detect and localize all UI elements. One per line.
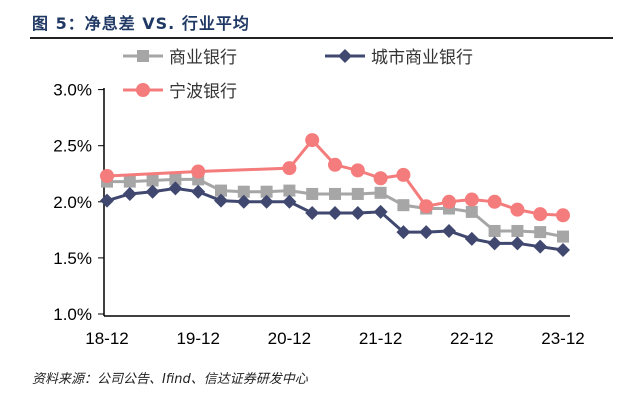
data-point (419, 199, 434, 214)
data-point (442, 194, 456, 209)
data-point (556, 208, 570, 223)
data-point (419, 225, 434, 240)
data-point (487, 194, 502, 209)
y-tick-label: 2.0% (53, 193, 92, 212)
data-point (328, 157, 342, 172)
y-tick-label: 2.5% (53, 137, 92, 156)
data-point (146, 174, 159, 187)
data-point (191, 164, 206, 179)
data-point (534, 226, 547, 239)
x-tick-label: 22-12 (450, 329, 493, 348)
data-point (282, 161, 297, 176)
data-point (510, 236, 525, 251)
source-note: 资料来源：公司公告、Ifind、信达证券研发中心 (32, 372, 308, 387)
data-point (396, 225, 411, 240)
data-point (373, 171, 388, 186)
data-point (236, 194, 251, 209)
data-point (122, 186, 137, 201)
data-point (168, 181, 183, 196)
legend-marker (137, 50, 149, 62)
data-point (533, 239, 548, 254)
x-tick-label: 21-12 (359, 329, 402, 348)
data-point (305, 206, 320, 221)
data-point (237, 185, 250, 198)
data-point (373, 204, 388, 219)
data-point (328, 206, 342, 221)
data-point (533, 207, 548, 222)
data-point (123, 175, 136, 188)
legend-label: 城市商业银行 (371, 48, 473, 68)
data-point (214, 193, 228, 208)
legend-label: 宁波银行 (169, 82, 237, 102)
x-tick-label: 23-12 (541, 329, 584, 348)
data-point (442, 223, 456, 238)
x-tick-label: 20-12 (268, 329, 311, 348)
y-tick-label: 1.0% (53, 305, 92, 324)
data-point (396, 167, 411, 182)
data-point (191, 184, 206, 199)
data-point (511, 224, 524, 237)
data-point (100, 193, 114, 208)
data-point (283, 184, 296, 197)
legend-marker (136, 83, 150, 97)
data-point (557, 230, 569, 243)
data-point (215, 184, 227, 197)
data-point (487, 236, 502, 251)
legend-marker (338, 49, 352, 63)
x-tick-label: 19-12 (176, 329, 219, 348)
data-point (510, 202, 525, 217)
data-point (282, 194, 297, 209)
data-point (260, 185, 273, 198)
data-point (397, 199, 410, 212)
data-point (374, 186, 387, 199)
data-point (305, 133, 320, 148)
data-point (488, 224, 501, 237)
data-point (169, 173, 182, 186)
data-point (351, 187, 364, 200)
title-rule (30, 37, 613, 39)
data-point (259, 194, 274, 209)
data-point (464, 192, 479, 207)
x-tick-label: 18-12 (85, 329, 128, 348)
data-point (306, 187, 319, 200)
data-point (100, 168, 114, 183)
legend-label: 商业银行 (169, 48, 237, 68)
data-point (556, 243, 570, 258)
y-tick-label: 1.5% (53, 249, 92, 268)
data-point (350, 206, 365, 221)
figure-title: 图 5：净息差 VS. 行业平均 (32, 14, 250, 33)
data-point (329, 187, 341, 200)
data-point (145, 184, 160, 199)
data-point (464, 231, 479, 246)
y-tick-label: 3.0% (53, 81, 92, 100)
data-point (350, 163, 365, 178)
data-point (465, 205, 478, 218)
